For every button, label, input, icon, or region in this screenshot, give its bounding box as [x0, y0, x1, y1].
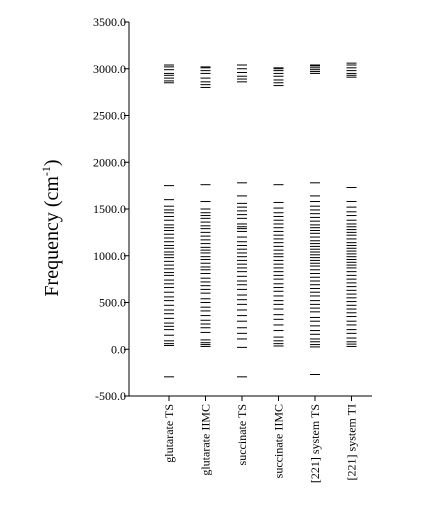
- category-label: [221] system TI: [345, 404, 359, 480]
- category-column: [273, 67, 284, 347]
- y-tick-label: 1500.0: [93, 202, 126, 216]
- category-column: [346, 62, 357, 347]
- y-tick-label: -500.0: [95, 389, 126, 403]
- y-axis-title-superscript: -1: [39, 166, 53, 176]
- category-label: [221] system TS: [308, 404, 322, 483]
- y-tick-label: 3000.0: [93, 62, 126, 76]
- y-axis: 3500.0 3000.0 2500.0 2000.0 1500.0 1000.0 500.…: [93, 15, 130, 403]
- y-ticks: 3500.0 3000.0 2500.0 2000.0 1500.0 1000.0 500.…: [93, 15, 129, 403]
- category-label: glutarate TS: [162, 404, 176, 463]
- y-axis-title-base: Frequency (cm: [41, 176, 63, 297]
- y-axis-title: Frequency (cm-1): [39, 159, 63, 296]
- y-tick-label: 0.0: [111, 342, 126, 356]
- y-tick-label: 500.0: [99, 296, 126, 310]
- category-column: [237, 64, 247, 378]
- y-tick-label: 1000.0: [93, 249, 126, 263]
- category-column: [200, 66, 211, 347]
- x-ticks: glutarate TS glutarate IIMC succinate TS su…: [162, 396, 359, 483]
- category-label: succinate IIMC: [272, 404, 286, 478]
- plot-area: [164, 62, 357, 378]
- category-column: [164, 64, 174, 378]
- y-tick-label: 3500.0: [93, 15, 126, 29]
- category-column: [310, 64, 320, 375]
- y-tick-label: 2500.0: [93, 109, 126, 123]
- y-axis-title-close: ): [41, 159, 63, 166]
- y-tick-label: 2000.0: [93, 155, 126, 169]
- x-axis: glutarate TS glutarate IIMC succinate TS su…: [129, 395, 372, 483]
- category-label: succinate TS: [235, 404, 249, 465]
- category-label: glutarate IIMC: [199, 404, 213, 476]
